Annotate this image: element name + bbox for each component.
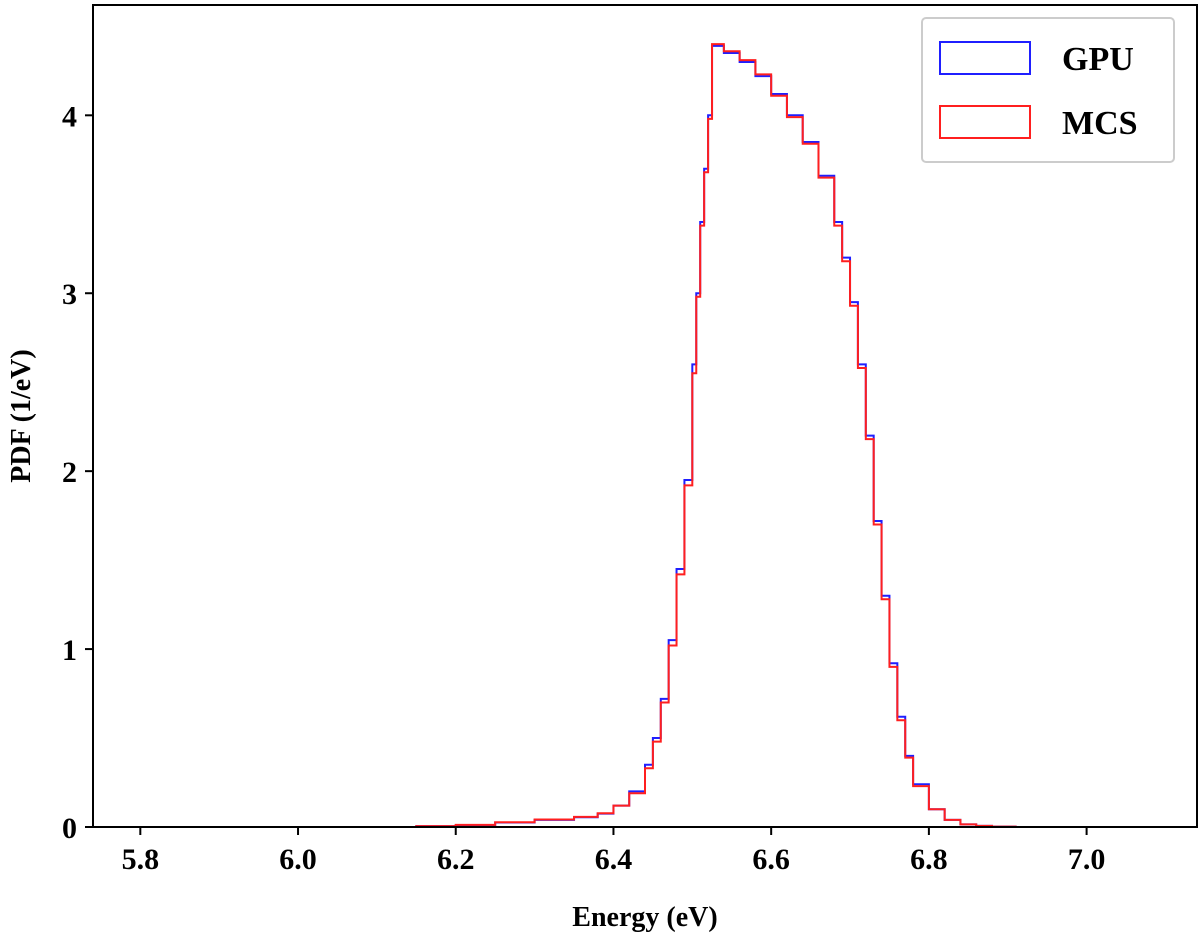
y-tick-label: 1 [62,634,77,667]
series-line-mcs [369,43,1017,828]
x-tick-label: 6.4 [595,843,633,876]
y-tick-label: 0 [62,812,77,845]
x-tick-label: 7.0 [1068,843,1106,876]
x-tick-label: 6.8 [910,843,948,876]
x-tick-label: 6.0 [279,843,317,876]
plot-frame [92,4,1198,828]
legend: GPU MCS [921,17,1175,163]
legend-box [921,17,1175,163]
legend-swatch-mcs [939,105,1031,139]
y-tick-label: 2 [62,456,77,489]
x-tick-label: 5.8 [122,843,160,876]
legend-label-gpu: GPU [1062,41,1134,78]
legend-label-mcs: MCS [1062,105,1138,142]
y-tick-label: 3 [62,278,77,311]
legend-swatch-gpu [939,41,1031,75]
y-axis-label: PDF (1/eV) [6,349,37,482]
x-axis-label: Energy (eV) [572,902,717,933]
x-tick-label: 6.2 [437,843,475,876]
x-axis-ticks: 5.8 6.0 6.2 6.4 6.6 6.8 7.0 [122,827,1106,876]
x-tick-label: 6.6 [752,843,790,876]
series-layer [369,43,1017,828]
y-tick-label: 4 [62,100,77,133]
y-axis-ticks: 0 1 2 3 4 [62,100,93,845]
